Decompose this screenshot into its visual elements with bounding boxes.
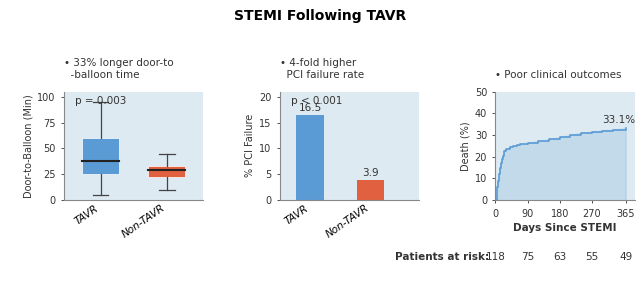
Text: 118: 118 [485,253,505,262]
Y-axis label: Door-to-Balloon (Min): Door-to-Balloon (Min) [23,94,33,198]
FancyBboxPatch shape [148,166,185,177]
Y-axis label: Death (%): Death (%) [461,121,470,171]
Y-axis label: % PCI Failure: % PCI Failure [245,114,255,178]
Text: 63: 63 [553,253,566,262]
Bar [357,180,384,200]
Text: p < 0.001: p < 0.001 [291,96,342,106]
Text: • 33% longer door-to
  -balloon time: • 33% longer door-to -balloon time [64,58,174,80]
Text: Patients at risk:: Patients at risk: [395,253,489,262]
X-axis label: Days Since STEMI: Days Since STEMI [513,223,617,233]
Text: 3.9: 3.9 [362,168,379,178]
Bar [296,115,324,200]
Text: 49: 49 [619,253,632,262]
Text: • Poor clinical outcomes: • Poor clinical outcomes [495,70,622,80]
Text: 55: 55 [585,253,599,262]
Text: 75: 75 [521,253,534,262]
Text: 16.5: 16.5 [299,103,322,113]
FancyBboxPatch shape [82,138,119,174]
Text: 33.1%: 33.1% [603,115,636,125]
Text: STEMI Following TAVR: STEMI Following TAVR [235,9,406,23]
Text: p = 0.003: p = 0.003 [75,96,127,106]
Text: • 4-fold higher
  PCI failure rate: • 4-fold higher PCI failure rate [279,58,364,80]
